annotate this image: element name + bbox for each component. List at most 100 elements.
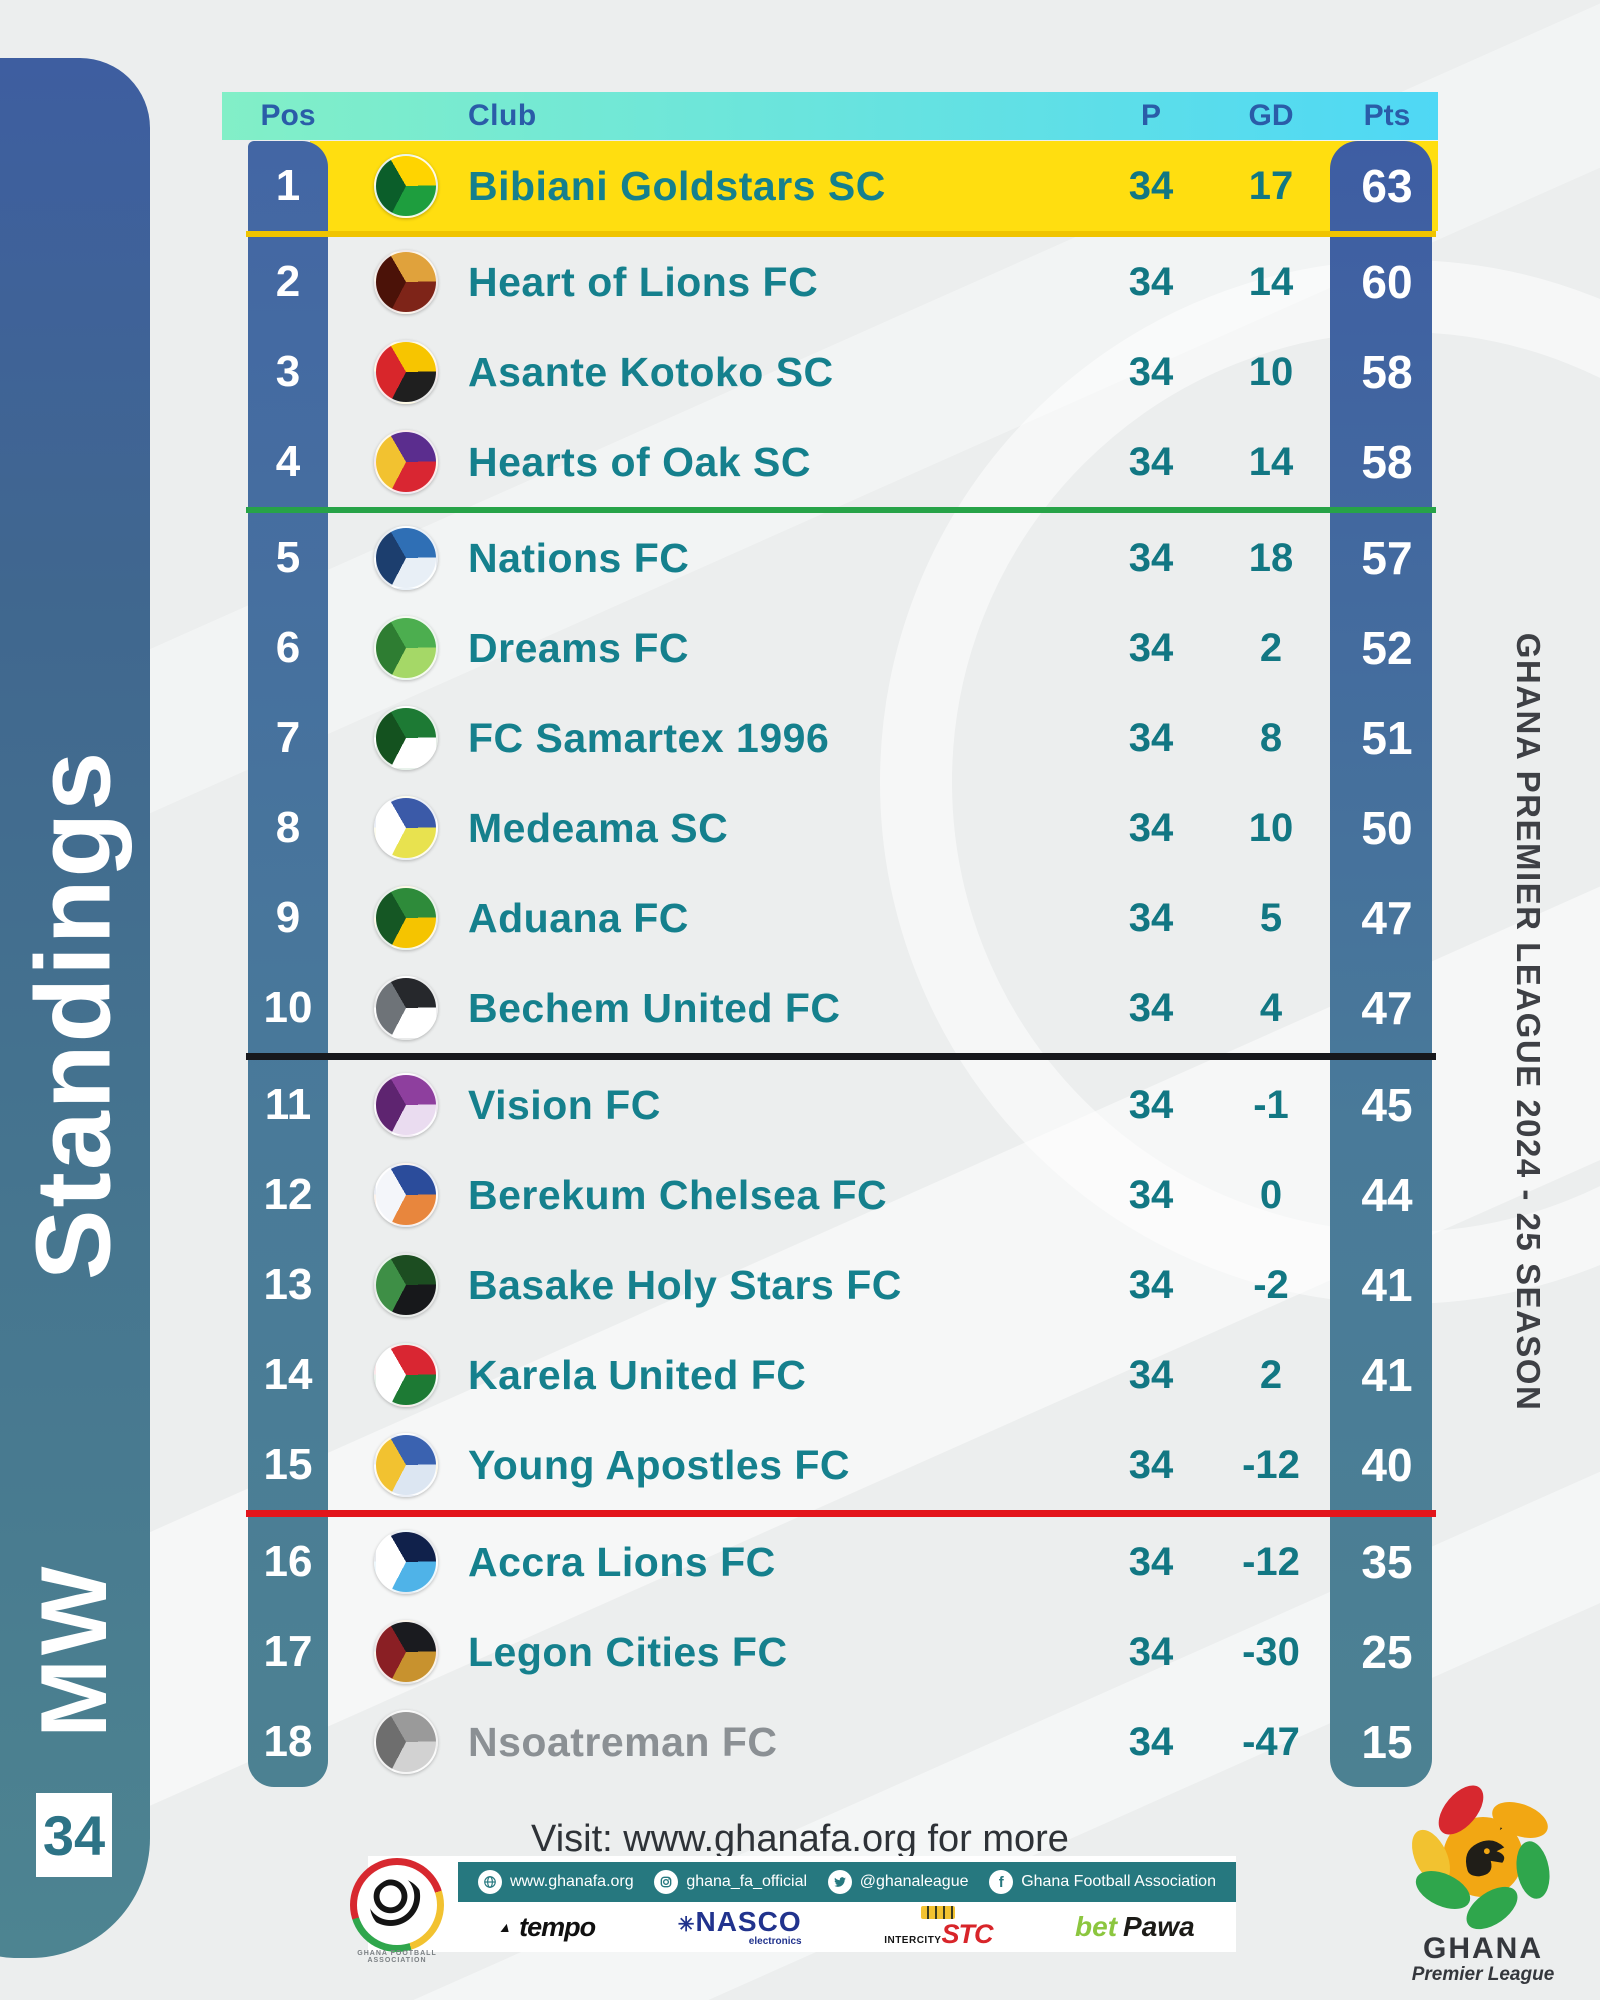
games-played: 34 [1128, 535, 1174, 580]
goal-difference: 14 [1248, 439, 1294, 484]
table-row: 5 Nations FC 34 18 57 [248, 513, 1438, 603]
goal-difference: -12 [1242, 1539, 1300, 1584]
standings-rows: 1 Bibiani Goldstars SC 34 17 63 2 Heart … [246, 141, 1438, 1787]
gfa-logo-text: GHANA FOOTBALL ASSOCIATION [357, 1950, 437, 1964]
table-row: 4 Hearts of Oak SC 34 14 58 [248, 417, 1438, 507]
club-name: Bibiani Goldstars SC [468, 162, 886, 209]
gpl-ball-icon: ★ [1404, 1777, 1558, 1938]
matchweek-value-box: 34 [36, 1793, 112, 1877]
club-name: Young Apostles FC [468, 1441, 851, 1488]
club-crest-icon [374, 250, 438, 314]
games-played: 34 [1128, 1629, 1174, 1674]
games-played: 34 [1128, 895, 1174, 940]
header-played: P [1140, 99, 1161, 132]
club-crest-icon [374, 1530, 438, 1594]
row-position: 9 [275, 893, 301, 942]
games-played: 34 [1128, 625, 1174, 670]
games-played: 34 [1128, 439, 1174, 484]
row-position: 12 [263, 1170, 313, 1219]
club-name: FC Samartex 1996 [468, 714, 830, 761]
row-position: 18 [263, 1717, 313, 1766]
gpl-logo: ★ GHANA Premier League [1398, 1777, 1568, 1985]
social-link: www.ghanafa.org [478, 1870, 634, 1894]
goal-difference: 2 [1259, 1352, 1283, 1397]
row-position: 4 [275, 437, 301, 486]
sponsor-logo-tempo: ▲ tempo [497, 1911, 596, 1942]
table-header: Pos Club P GD Pts [222, 92, 1438, 140]
social-link-label: www.ghanafa.org [510, 1873, 634, 1890]
points: 25 [1361, 1626, 1413, 1678]
club-name: Basake Holy Stars FC [468, 1261, 902, 1308]
games-played: 34 [1128, 1539, 1174, 1584]
page-title: Standings [14, 749, 133, 1281]
goal-difference: -47 [1242, 1719, 1300, 1764]
games-played: 34 [1128, 163, 1174, 208]
points: 52 [1361, 622, 1413, 674]
row-position: 6 [275, 623, 301, 672]
games-played: 34 [1128, 1262, 1174, 1307]
goal-difference: 10 [1248, 349, 1294, 394]
row-position: 13 [263, 1260, 313, 1309]
matchweek-label: MW [21, 1562, 126, 1738]
points: 60 [1361, 256, 1413, 308]
points: 58 [1361, 346, 1413, 398]
social-link: f Ghana Football Association [989, 1870, 1216, 1894]
club-name: Heart of Lions FC [468, 258, 819, 305]
club-crest-icon [374, 886, 438, 950]
club-crest-icon [374, 526, 438, 590]
goal-difference: 8 [1259, 715, 1283, 760]
table-row: 18 Nsoatreman FC 34 -47 15 [248, 1697, 1438, 1787]
gfa-logo: GHANA FOOTBALL ASSOCIATION [350, 1858, 444, 1964]
table-row: 16 Accra Lions FC 34 -12 35 [248, 1517, 1438, 1607]
visit-text: Visit: www.ghanafa.org for more [531, 1818, 1069, 1860]
bus-icon [921, 1906, 956, 1919]
sidebar [0, 58, 150, 1958]
row-position: 5 [275, 533, 301, 582]
row-position: 16 [263, 1537, 313, 1586]
games-played: 34 [1128, 805, 1174, 850]
sponsor-row: ▲ tempo ✳NASCO electronics INTERCITY STC bet Pa… [458, 1902, 1236, 1952]
points: 50 [1361, 802, 1413, 854]
games-played: 34 [1128, 349, 1174, 394]
instagram-icon [654, 1870, 679, 1894]
games-played: 34 [1128, 715, 1174, 760]
gpl-petal-icon [1512, 1839, 1555, 1902]
goal-difference: 14 [1248, 259, 1294, 304]
goal-difference: -2 [1253, 1262, 1289, 1307]
table-row: 1 Bibiani Goldstars SC 34 17 63 [248, 141, 1438, 231]
points: 58 [1361, 436, 1413, 488]
club-crest-icon [374, 1253, 438, 1317]
row-position: 2 [275, 257, 301, 306]
games-played: 34 [1128, 1442, 1174, 1487]
points: 47 [1361, 982, 1413, 1034]
social-link: ghana_fa_official [654, 1870, 807, 1894]
social-bar: www.ghanafa.org ghana_fa_official @ghanale… [458, 1862, 1236, 1902]
goal-difference: 10 [1248, 805, 1294, 850]
club-name: Accra Lions FC [468, 1538, 776, 1585]
points: 41 [1361, 1349, 1413, 1401]
season-caption: GHANA PREMIER LEAGUE 2024 - 25 SEASON [1510, 632, 1547, 1412]
games-played: 34 [1128, 259, 1174, 304]
football-icon [370, 1878, 424, 1932]
gpl-logo-line1: GHANA [1423, 1932, 1543, 1965]
club-crest-icon [374, 1163, 438, 1227]
goal-difference: -30 [1242, 1629, 1300, 1674]
row-position: 14 [263, 1350, 313, 1399]
club-crest-icon [374, 430, 438, 494]
zone-separator-green [246, 507, 1436, 513]
points: 47 [1361, 892, 1413, 944]
points: 15 [1361, 1716, 1413, 1768]
club-name: Medeama SC [468, 804, 729, 851]
goal-difference: -12 [1242, 1442, 1300, 1487]
games-played: 34 [1128, 1172, 1174, 1217]
goal-difference: 5 [1259, 895, 1283, 940]
matchweek-value: 34 [42, 1803, 106, 1867]
points: 35 [1361, 1536, 1413, 1588]
points: 44 [1361, 1169, 1413, 1221]
club-name: Karela United FC [468, 1351, 807, 1398]
points: 51 [1361, 712, 1413, 764]
games-played: 34 [1128, 1719, 1174, 1764]
table-row: 8 Medeama SC 34 10 50 [248, 783, 1438, 873]
table-row: 17 Legon Cities FC 34 -30 25 [248, 1607, 1438, 1697]
